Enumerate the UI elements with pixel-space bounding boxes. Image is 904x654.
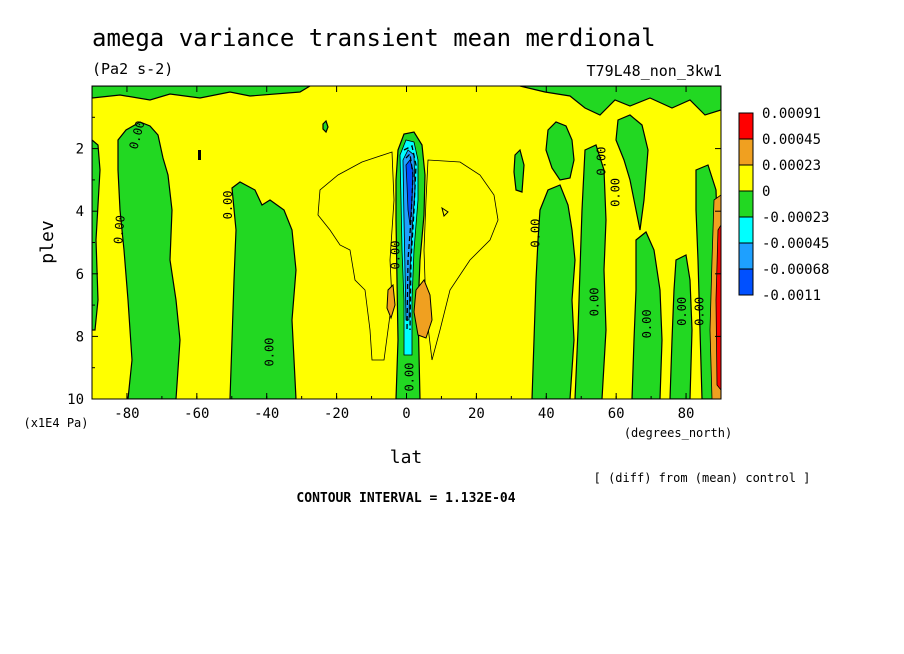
contour-value-label: 0.00 bbox=[402, 363, 416, 392]
colorbar-swatch bbox=[738, 164, 754, 192]
thin-contour-nh bbox=[423, 159, 499, 361]
y-axis-label: plev bbox=[37, 220, 58, 263]
colorbar-label: -0.0011 bbox=[762, 288, 821, 304]
contour-value-label: 0.00 bbox=[609, 178, 623, 207]
colorbar-swatch bbox=[738, 112, 754, 140]
contour-value-label: 0.00 bbox=[263, 338, 277, 367]
x-tick-label: 0 bbox=[402, 406, 410, 422]
plot-area: 0.000.000.000.000.000.000.000.000.000.00… bbox=[92, 86, 721, 399]
dashed-contour-1 bbox=[403, 145, 417, 331]
y-tick-label: 8 bbox=[76, 329, 84, 345]
thin-contour-sh bbox=[317, 151, 395, 361]
contour-value-label: 0.00 bbox=[595, 147, 609, 176]
contour-value-label: 0.00 bbox=[693, 297, 707, 326]
dashed-contour-group bbox=[403, 145, 417, 331]
region-lat-minus-40 bbox=[229, 181, 297, 399]
diff-note: [ (diff) from (mean) control ] bbox=[594, 471, 811, 485]
y-tick-label: 6 bbox=[76, 267, 84, 283]
colorbar-swatch bbox=[738, 216, 754, 244]
x-axis-units: (degrees_north) bbox=[624, 426, 732, 440]
contour-interval: CONTOUR INTERVAL = 1.132E-04 bbox=[296, 491, 515, 506]
contour-value-label: 0.00 bbox=[588, 288, 602, 317]
small-orange-region bbox=[386, 283, 396, 320]
y-axis: 2 4 6 8 10 bbox=[67, 116, 721, 408]
region-lat-80 bbox=[669, 254, 693, 399]
x-tick-label: 40 bbox=[538, 406, 555, 422]
negative-region-group bbox=[92, 86, 721, 399]
x-tick-label: 60 bbox=[608, 406, 625, 422]
tick-mark-minus-60 bbox=[198, 150, 201, 160]
small-region-lat-30 bbox=[513, 148, 525, 193]
contour-value-label: 0.00 bbox=[389, 241, 403, 270]
colorbar-label: -0.00045 bbox=[762, 236, 829, 252]
positive-region-orange bbox=[413, 279, 433, 339]
colorbar-label: 0.00045 bbox=[762, 132, 821, 148]
region-lat-65 bbox=[615, 114, 649, 231]
region-lat-40 bbox=[531, 184, 576, 399]
x-tick-label: -80 bbox=[114, 406, 139, 422]
x-axis-label: lat bbox=[390, 447, 423, 468]
chart-title: amega variance transient mean merdional bbox=[92, 24, 656, 52]
x-tick-label: 80 bbox=[678, 406, 695, 422]
north-pole-edge bbox=[709, 194, 721, 399]
colorbar-label: 0.00023 bbox=[762, 158, 821, 174]
chart-units: (Pa2 s-2) bbox=[92, 60, 173, 78]
y-tick-label: 2 bbox=[76, 142, 84, 158]
y-axis-units: (x1E4 Pa) bbox=[23, 416, 88, 430]
contour-value-label: 0.00 bbox=[221, 190, 235, 219]
colorbar-label: -0.00068 bbox=[762, 262, 829, 278]
colorbar-label: 0 bbox=[762, 184, 770, 200]
y-tick-label: 4 bbox=[76, 204, 84, 220]
x-tick-label: 20 bbox=[468, 406, 485, 422]
colorbar-swatch bbox=[738, 268, 754, 296]
x-axis: -80 -60 -40 -20 0 20 40 60 80 bbox=[91, 86, 722, 422]
region-lat-70 bbox=[631, 231, 663, 399]
colorbar-swatch bbox=[738, 190, 754, 218]
x-tick-label: -60 bbox=[184, 406, 209, 422]
colorbar-swatch bbox=[738, 138, 754, 166]
colorbar: 0.00091 0.00045 0.00023 0 -0.00023 -0.00045 -0… bbox=[738, 106, 829, 304]
region-lat-60 bbox=[574, 144, 607, 399]
contour-value-label: 0.00 bbox=[640, 309, 654, 338]
thin-contour-group bbox=[317, 151, 499, 361]
colorbar-label: -0.00023 bbox=[762, 210, 829, 226]
colorbar-label: 0.00091 bbox=[762, 106, 821, 122]
y-tick-label: 10 bbox=[67, 392, 84, 408]
top-green-strip-right bbox=[519, 86, 721, 116]
region-lat-55 bbox=[545, 121, 575, 181]
x-tick-label: -40 bbox=[254, 406, 279, 422]
contour-value-label: 0.00 bbox=[111, 215, 127, 245]
region-lat-minus-80 bbox=[117, 121, 181, 399]
contour-value-label: 0.00 bbox=[675, 297, 689, 326]
small-contour-mark bbox=[441, 206, 449, 217]
experiment-label: T79L48_non_3kw1 bbox=[587, 62, 722, 80]
colorbar-swatch bbox=[738, 242, 754, 270]
contour-value-label: 0.00 bbox=[528, 219, 542, 248]
tiny-region-lat-minus-23 bbox=[322, 119, 329, 134]
x-tick-label: -20 bbox=[324, 406, 349, 422]
dashed-contour-2 bbox=[405, 152, 414, 331]
top-green-strip bbox=[92, 86, 312, 101]
